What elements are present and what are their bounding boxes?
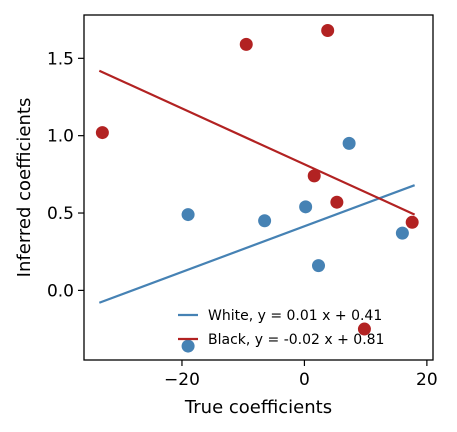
fit-line-white <box>98 184 416 304</box>
y-axis-label: Inferred coefficients <box>14 98 35 278</box>
data-point-white <box>181 339 195 353</box>
data-point-white <box>258 214 272 228</box>
plot-frame <box>83 14 434 361</box>
data-point-black <box>95 126 109 140</box>
y-tick-label: 0.0 <box>47 281 74 301</box>
x-axis-label: True coefficients <box>184 397 332 418</box>
data-point-black <box>321 23 335 37</box>
x-tick-label: −20 <box>164 370 200 390</box>
x-tick-label: 20 <box>416 370 438 390</box>
y-tick-label: 1.5 <box>47 49 74 69</box>
data-point-black <box>357 322 371 336</box>
plot-area <box>95 23 419 353</box>
data-point-white <box>342 136 356 150</box>
legend-label-white: White, y = 0.01 x + 0.41 <box>208 308 382 324</box>
data-point-black <box>330 195 344 209</box>
legend-label-black: Black, y = -0.02 x + 0.81 <box>208 332 384 348</box>
axes: −20 0 20 0.0 0.5 1.0 1.5 <box>47 14 438 390</box>
data-point-black <box>405 215 419 229</box>
fit-line-black <box>98 69 416 216</box>
data-point-white <box>312 259 326 273</box>
y-tick-label: 1.0 <box>47 127 74 147</box>
y-tick-label: 0.5 <box>47 204 74 224</box>
data-point-black <box>239 37 253 51</box>
legend: White, y = 0.01 x + 0.41 Black, y = -0.02… <box>178 308 384 348</box>
data-point-white <box>395 226 409 240</box>
data-point-white <box>181 208 195 222</box>
x-tick-label: 0 <box>299 370 310 390</box>
data-point-black <box>307 169 321 183</box>
data-point-white <box>299 200 313 214</box>
